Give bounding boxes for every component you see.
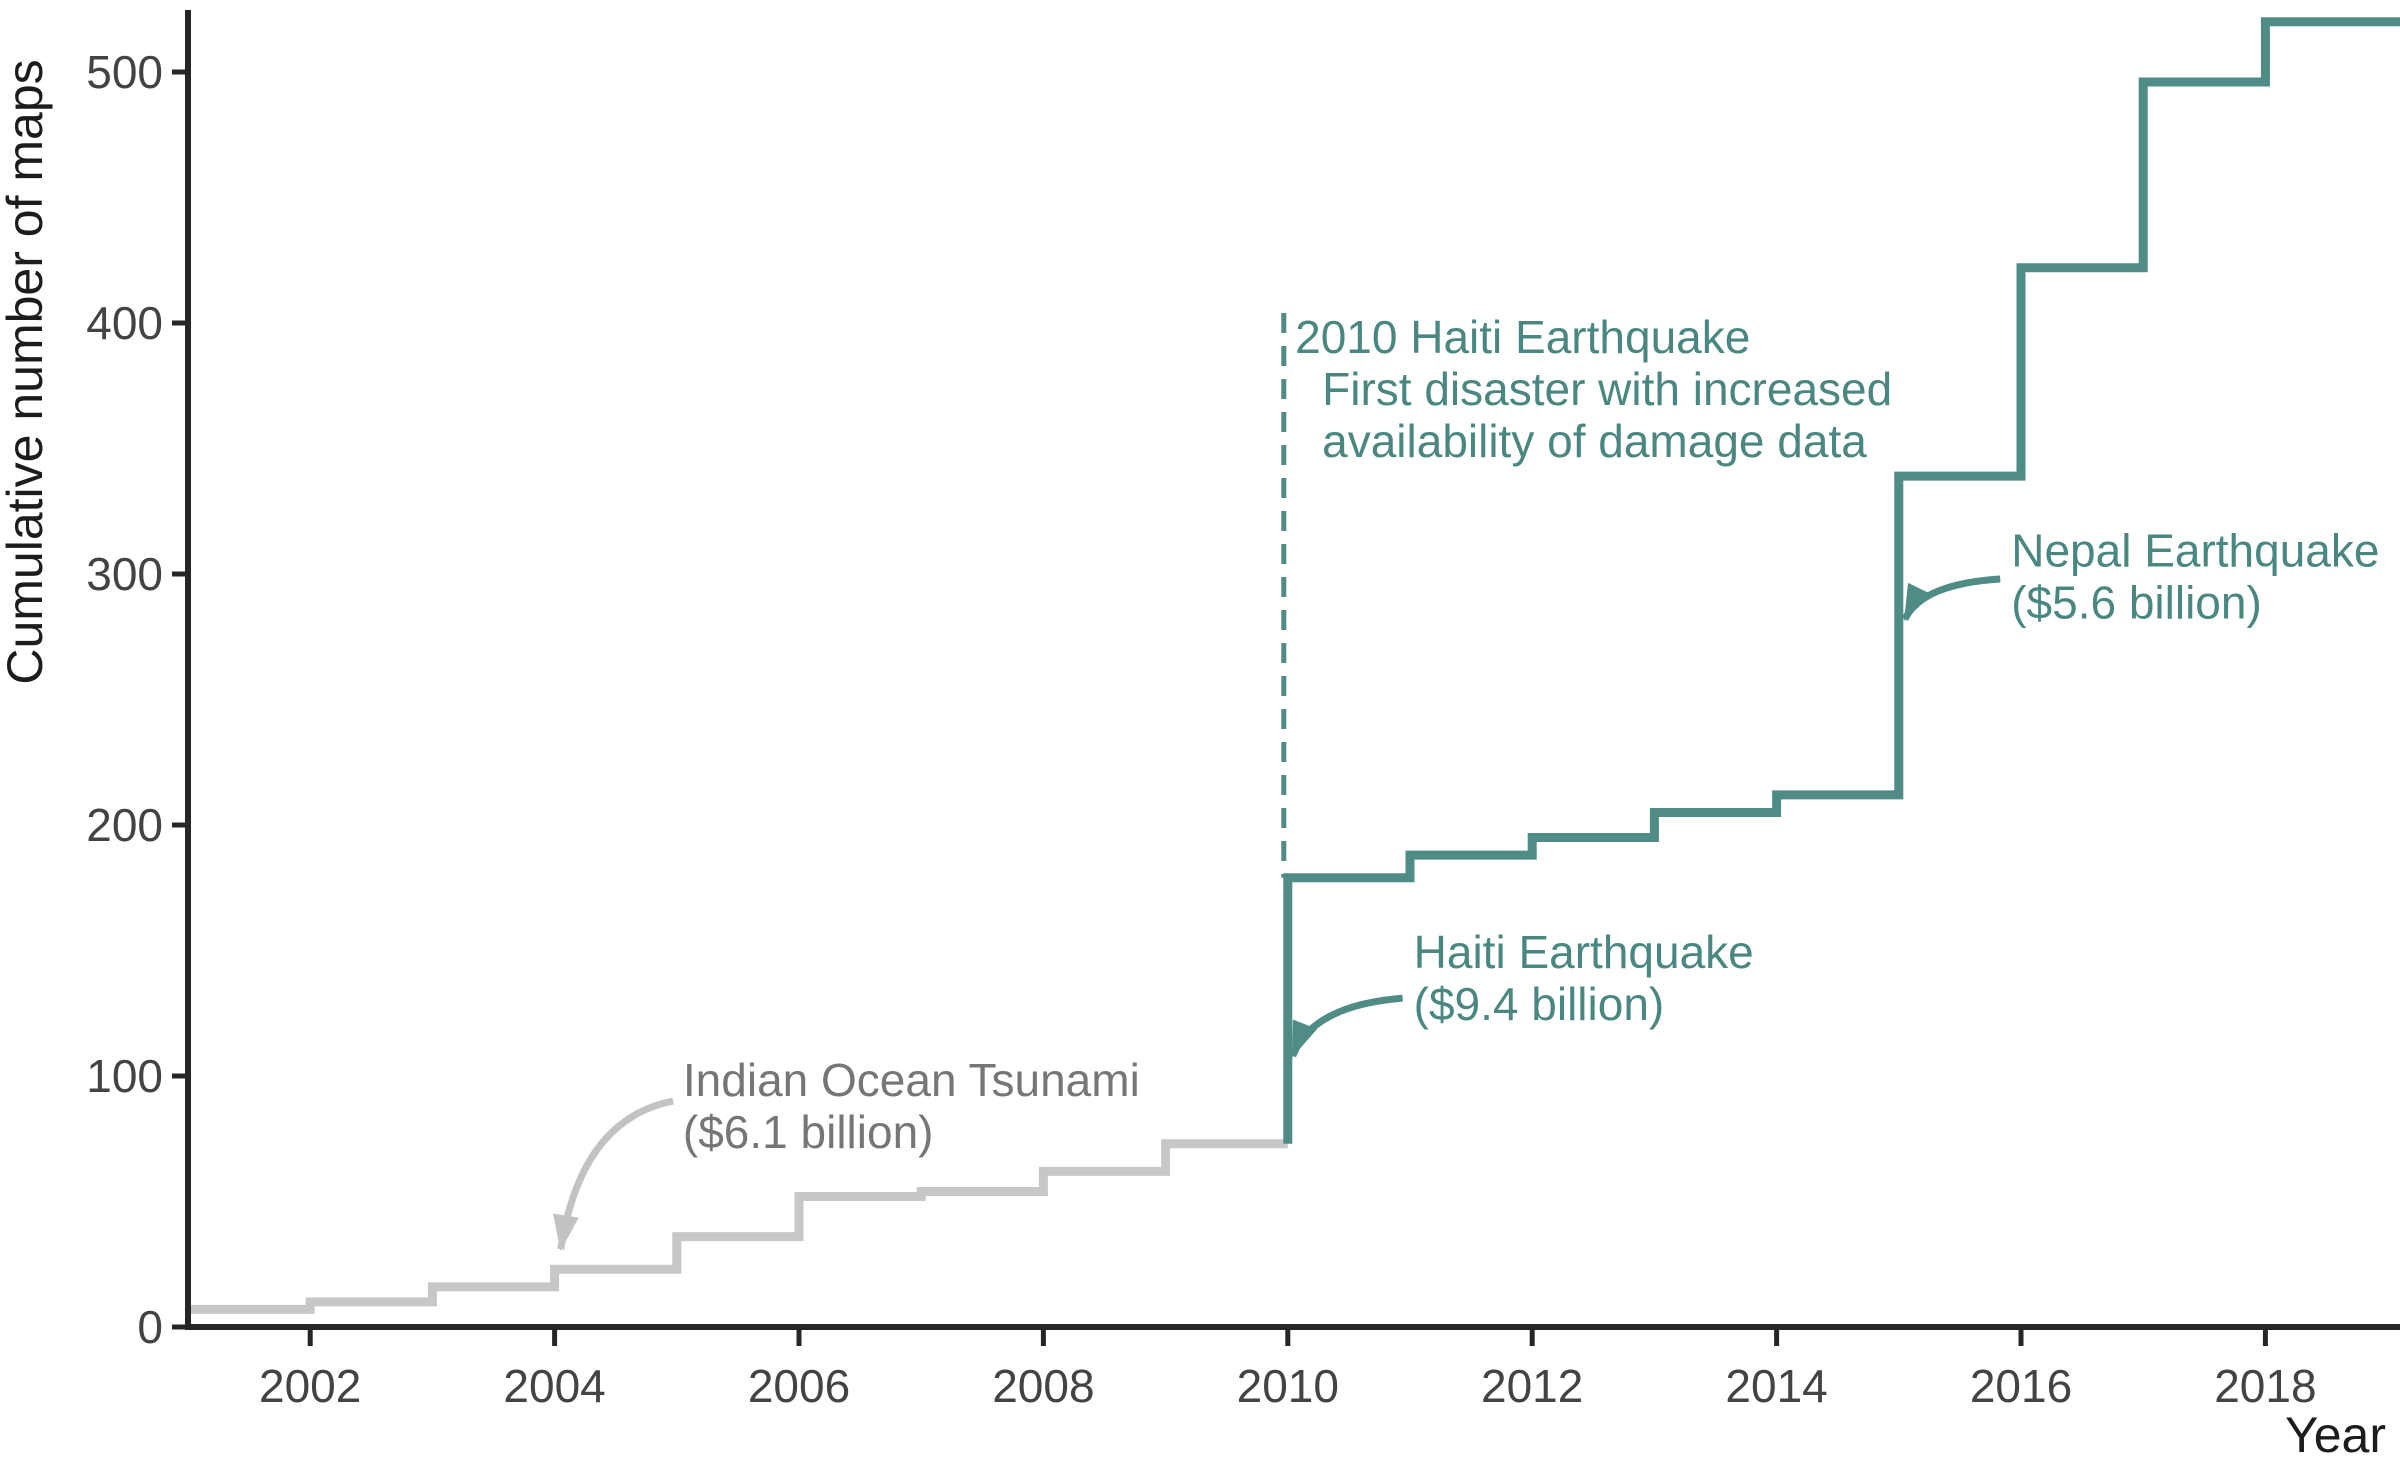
annotations: 2010 Haiti Earthquake First disaster with…	[553, 311, 2379, 1252]
x-tick-label: 2018	[2214, 1360, 2316, 1412]
annotation-nepal-earthquake-line-2: ($5.6 billion)	[2011, 576, 2262, 628]
axis-ticks: 0 100 200 300 400 500 2002 2004 2006 2008 2010 2012…	[86, 46, 2316, 1412]
annotation-haiti-earthquake-line-1: Haiti Earthquake	[1414, 926, 1754, 978]
y-axis-title: Cumulative number of maps	[0, 59, 53, 684]
y-tick-label: 100	[86, 1050, 163, 1102]
x-axis-title: Year	[2285, 1407, 2386, 1463]
nepal-earthquake-arrow	[1901, 575, 2001, 621]
annotation-event-2010-haiti: 2010 Haiti Earthquake First disaster with…	[1295, 311, 1892, 467]
annotation-haiti-earthquake: Haiti Earthquake ($9.4 billion)	[1414, 926, 1754, 1030]
x-tick-label: 2012	[1481, 1360, 1583, 1412]
x-tick-label: 2008	[992, 1360, 1094, 1412]
axes	[185, 10, 2400, 1330]
haiti-earthquake-arrow	[1289, 994, 1403, 1058]
annotation-indian-ocean-tsunami-line-1: Indian Ocean Tsunami	[683, 1054, 1140, 1106]
y-tick-label: 500	[86, 46, 163, 98]
y-tick-label: 0	[137, 1301, 163, 1353]
annotation-event-2010-haiti-line-3: availability of damage data	[1322, 415, 1867, 467]
x-tick-label: 2002	[259, 1360, 361, 1412]
annotation-haiti-earthquake-line-2: ($9.4 billion)	[1414, 978, 1665, 1030]
annotation-indian-ocean-tsunami: Indian Ocean Tsunami ($6.1 billion)	[683, 1054, 1140, 1158]
series-pre-2010	[188, 1139, 1288, 1314]
annotation-event-2010-haiti-line-1: 2010 Haiti Earthquake	[1295, 311, 1750, 363]
annotation-nepal-earthquake-line-1: Nepal Earthquake	[2011, 524, 2379, 576]
y-tick-label: 400	[86, 297, 163, 349]
y-tick-label: 300	[86, 548, 163, 600]
annotation-nepal-earthquake: Nepal Earthquake ($5.6 billion)	[2011, 524, 2379, 628]
x-tick-label: 2010	[1237, 1360, 1339, 1412]
step-series	[188, 17, 2400, 1314]
annotation-event-2010-haiti-line-2: First disaster with increased	[1322, 363, 1892, 415]
x-tick-label: 2014	[1725, 1360, 1827, 1412]
x-tick-label: 2004	[503, 1360, 605, 1412]
annotation-indian-ocean-tsunami-line-2: ($6.1 billion)	[683, 1106, 934, 1158]
indian-ocean-tsunami-arrow	[553, 1097, 674, 1252]
y-tick-label: 200	[86, 799, 163, 851]
series-post-2010	[1283, 17, 2400, 1144]
x-tick-label: 2006	[748, 1360, 850, 1412]
x-tick-label: 2016	[1970, 1360, 2072, 1412]
